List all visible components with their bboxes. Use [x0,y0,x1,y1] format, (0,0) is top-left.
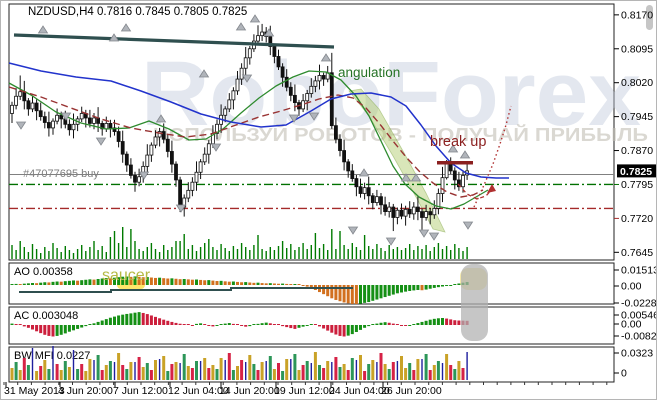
price-axis-label: 0.7720 [621,213,653,225]
saucer-annotation: saucer [102,267,151,284]
axis-layer[interactable]: 0.8170 0.8095 0.8020 0.7945 0.7870 0.7795 0.77… [3,9,657,397]
green-ma-line [8,70,489,210]
bwmfi-bars [10,346,468,380]
volume-bars [11,227,468,259]
symbol-ohlc-title: NZDUSD,H4 0.7816 0.7845 0.7805 0.7825 [28,6,247,18]
indicator-axis-label: -0.02285 [621,298,657,310]
price-axis-label: 0.7795 [621,179,653,191]
time-axis-label: 26 Jun 20:00 [381,385,442,397]
ao-label: AO 0.00358 [14,266,73,278]
time-axis-label: 7 Jun 12:00 [113,385,168,397]
blue-ma-line [8,62,509,179]
time-axis-label: 31 May 2013 [4,385,65,397]
scroll-thumb-overlay[interactable] [646,5,653,30]
angulation-band [348,88,446,233]
time-axis-label: 14 Jun 20:00 [219,385,280,397]
price-axis-label: 0.7645 [621,247,653,259]
candles [10,23,470,232]
scroll-thumb-overlay[interactable] [461,264,488,341]
current-price-badge [617,164,656,178]
projection-dotted-line [473,105,512,208]
indicator-axis-label: 0 [621,368,627,380]
ao-indicator-panel[interactable] [8,262,615,305]
time-axis-label: 24 Jun 04:00 [329,385,390,397]
price-axis-label: 0.7870 [621,145,653,157]
projection-arrowhead [487,184,496,193]
angulation-annotation: angulation [338,65,400,80]
time-axis-label: 19 Jun 12:00 [274,385,335,397]
fractal-arrows [15,14,474,246]
price-axis-label: 0.7945 [621,111,653,123]
ao-baseline-steps [19,287,353,293]
projection-hook-line [457,183,493,200]
chart-data-layer [8,5,653,380]
price-axis-label: 0.8095 [621,43,653,55]
indicator-axis-label: 0.00 [621,319,642,331]
indicator-axis-label: -0.00821 [621,331,657,343]
time-axis-label: 12 Jun 04:00 [168,385,229,397]
buy-order-label: #47077695 buy [23,168,99,180]
ac-bars [10,312,469,337]
resistance-trendline[interactable] [13,33,335,49]
red-dashed-ma-line [8,86,484,198]
watermark-slogan: ИСПОЛЬЗУЙ РОБОТОВ - ПОЛУЧАЙ ПРИБЫЛЬ [153,124,648,145]
ac-indicator-panel[interactable] [8,306,615,345]
indicator-axis-label: 0.0323 [621,348,653,360]
ao-bars [10,276,469,305]
time-axis-label: 4 Jun 20:00 [58,385,113,397]
indicator-axis-label: 0.005461 [621,310,657,322]
price-axis-label: 0.8020 [621,77,653,89]
break-up-annotation: break up [430,134,486,150]
price-axis-label: 0.8170 [621,9,653,21]
current-price-text: 0.7825 [620,166,652,178]
ac-label: AC 0.003048 [14,310,78,322]
indicator-axis-label: 0.01513 [621,265,657,277]
indicator-axis-label: 0.00 [621,281,642,293]
